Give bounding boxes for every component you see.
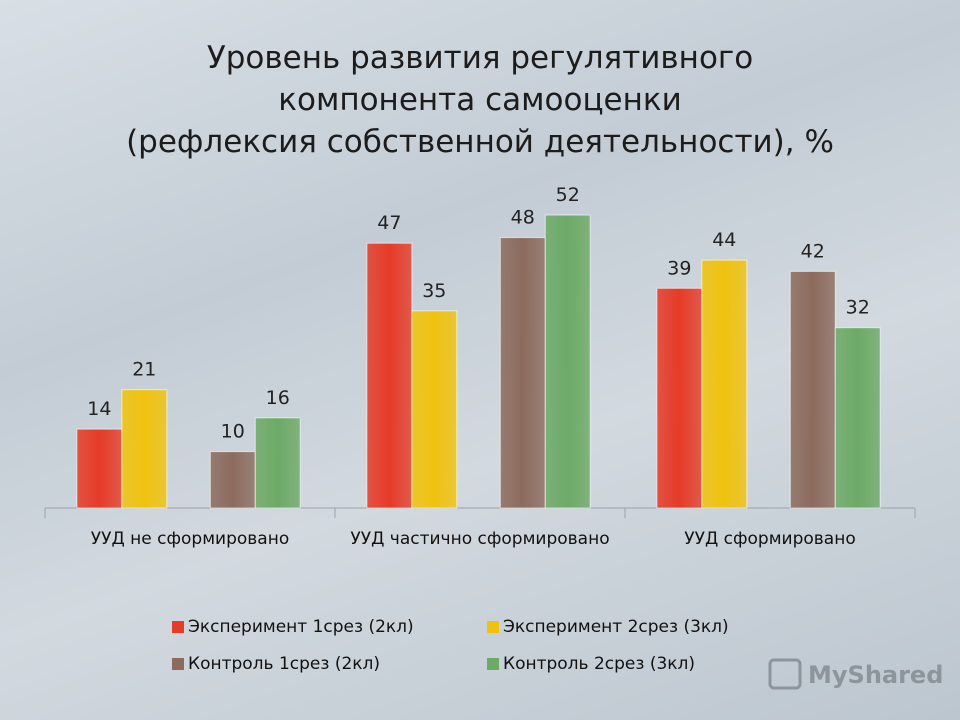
legend-label: Контроль 2срез (3кл): [503, 654, 695, 674]
x-tick-label: УУД не сформировано: [90, 529, 290, 549]
value-label: 44: [712, 229, 736, 251]
chart-title: компонента самооценки: [278, 82, 682, 118]
value-label: 16: [266, 387, 290, 409]
bar: [254, 417, 301, 509]
legend-label: Контроль 1срез (2кл): [188, 654, 380, 674]
legend-label: Эксперимент 2срез (3кл): [503, 617, 729, 637]
x-tick-label: УУД частично сформировано: [350, 529, 610, 549]
value-label: 35: [422, 280, 446, 302]
value-label: 39: [667, 257, 691, 279]
bar: [544, 214, 591, 509]
bar: [366, 242, 413, 509]
bar: [76, 428, 123, 509]
value-label: 47: [377, 212, 401, 234]
legend-swatch: [172, 658, 184, 670]
value-label: 32: [846, 297, 870, 319]
bar: [789, 270, 836, 509]
watermark-text: MyShared: [808, 661, 943, 689]
value-label: 21: [132, 359, 156, 381]
bar: [656, 287, 703, 509]
value-label: 14: [87, 398, 111, 420]
legend-swatch: [172, 621, 184, 633]
bar: [209, 451, 256, 509]
watermark: MyShared: [768, 658, 943, 690]
value-label: 52: [556, 184, 580, 206]
bar: [701, 259, 748, 509]
x-tick-label: УУД сформировано: [684, 529, 856, 549]
legend-label: Эксперимент 1срез (2кл): [188, 617, 414, 637]
bar: [834, 327, 881, 509]
watermark-icon: [768, 658, 802, 690]
bar: [499, 237, 546, 509]
legend-swatch: [487, 658, 499, 670]
value-label: 42: [801, 240, 825, 262]
bar: [121, 389, 168, 509]
value-label: 48: [511, 207, 535, 229]
value-label: 10: [221, 421, 245, 443]
bar: [411, 310, 458, 509]
chart-title: Уровень развития регулятивного: [207, 40, 753, 76]
chart-title: (рефлексия собственной деятельности), %: [126, 124, 834, 160]
legend-swatch: [487, 621, 499, 633]
